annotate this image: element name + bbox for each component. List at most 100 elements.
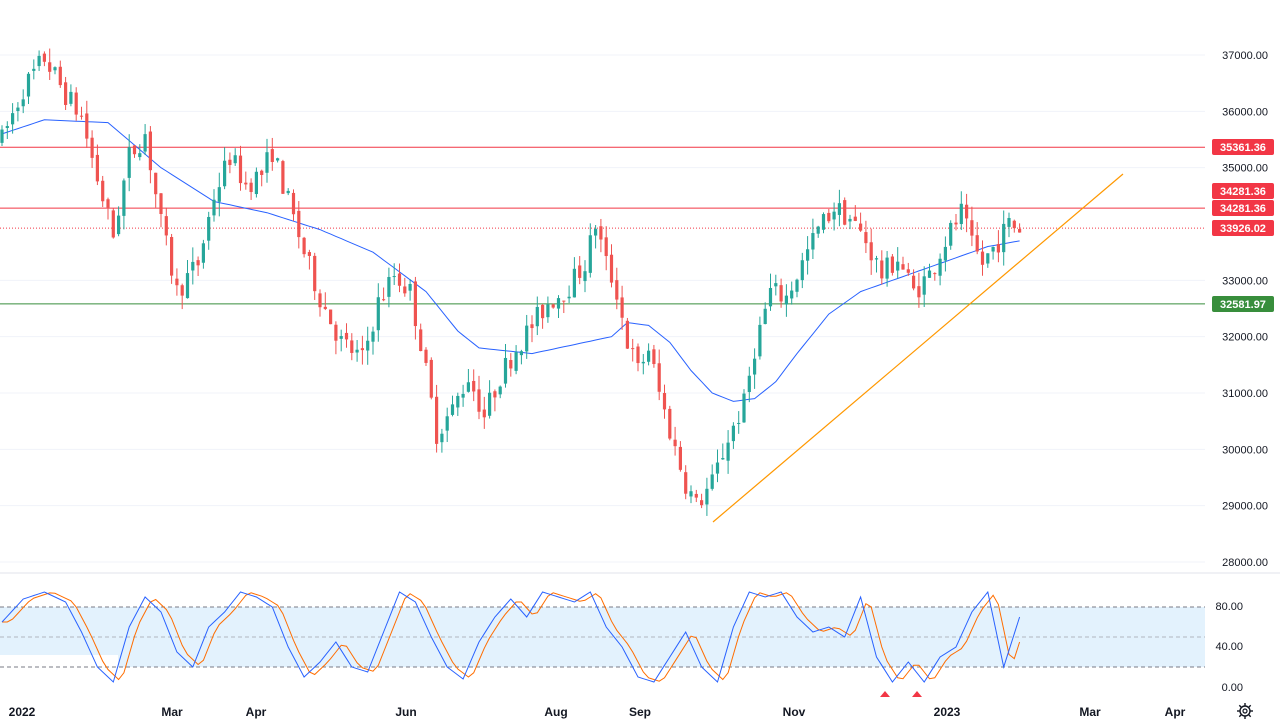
candle-body bbox=[572, 268, 576, 298]
candle-body bbox=[106, 199, 110, 208]
candle-body bbox=[965, 204, 969, 219]
candle-body bbox=[392, 276, 396, 278]
candle-body bbox=[85, 113, 89, 139]
candle-body bbox=[58, 66, 62, 86]
candle-body bbox=[535, 306, 539, 327]
price-axis: 37000.00 36000.00 35000.00 33000.00 32000.00… bbox=[1222, 50, 1268, 569]
stoch-tick-label: 40.00 bbox=[1215, 641, 1243, 653]
candle-body bbox=[291, 192, 296, 215]
candle-body bbox=[599, 226, 603, 240]
candle-body bbox=[482, 409, 486, 418]
candle-body bbox=[927, 270, 932, 278]
candle-body bbox=[874, 258, 879, 260]
candle-body bbox=[922, 276, 926, 295]
candle-body bbox=[196, 260, 200, 266]
candle-body bbox=[0, 129, 4, 143]
candle-body bbox=[567, 296, 571, 299]
candle-body bbox=[270, 149, 274, 163]
candle-body bbox=[477, 389, 481, 412]
candle-body bbox=[806, 249, 810, 261]
candle-body bbox=[768, 287, 773, 307]
candle-body bbox=[620, 297, 624, 318]
candle-body bbox=[938, 258, 942, 276]
time-tick-label: Sep bbox=[629, 705, 651, 719]
candle-body bbox=[954, 222, 958, 225]
candle-body bbox=[79, 115, 84, 117]
candle-body bbox=[419, 329, 423, 352]
candle-body bbox=[456, 395, 460, 408]
candle-body bbox=[1002, 223, 1006, 253]
candle-body bbox=[371, 331, 375, 342]
candle-body bbox=[594, 228, 598, 236]
candle-body bbox=[228, 159, 232, 166]
candle-body bbox=[763, 308, 767, 325]
candle-body bbox=[933, 273, 937, 275]
candle-body bbox=[583, 271, 587, 282]
candle-body bbox=[53, 67, 57, 71]
candle-body bbox=[132, 145, 137, 155]
price-tick-label: 30000.00 bbox=[1222, 444, 1268, 456]
candle-body bbox=[493, 391, 497, 398]
candle-body bbox=[472, 380, 476, 392]
candle-body bbox=[21, 99, 25, 107]
candle-body bbox=[488, 392, 492, 416]
candle-body bbox=[334, 324, 338, 341]
price-tick-label: 35000.00 bbox=[1222, 163, 1268, 175]
candle-body bbox=[816, 226, 820, 234]
candle-body bbox=[260, 170, 264, 175]
candle-body bbox=[5, 126, 9, 128]
candle-body bbox=[747, 375, 751, 393]
candle-body bbox=[154, 172, 158, 195]
trendline[interactable] bbox=[712, 173, 1124, 523]
level-tags: 35361.36 34281.36 34281.36 33926.02 32581.97 bbox=[1212, 139, 1274, 312]
candle-body bbox=[514, 352, 518, 371]
candle-body bbox=[784, 295, 788, 305]
candle-body bbox=[445, 416, 449, 431]
candle-body bbox=[943, 246, 947, 261]
settings-gear-icon[interactable] bbox=[1237, 703, 1253, 719]
candle-body bbox=[339, 336, 343, 339]
candle-body bbox=[32, 68, 36, 71]
candle-body bbox=[254, 171, 258, 195]
candle-body bbox=[710, 474, 714, 489]
candle-body bbox=[896, 261, 900, 271]
candle-body bbox=[774, 283, 778, 287]
candle-body bbox=[11, 113, 15, 125]
candle-body bbox=[344, 332, 349, 340]
candle-body bbox=[684, 472, 688, 494]
candle-body bbox=[901, 264, 905, 270]
candle-body bbox=[991, 246, 995, 252]
candle-body bbox=[726, 442, 730, 461]
candlesticks bbox=[0, 48, 1022, 516]
candle-body bbox=[811, 233, 815, 250]
time-tick-label: Nov bbox=[783, 705, 806, 719]
candle-body bbox=[1012, 220, 1016, 229]
candle-body bbox=[42, 53, 46, 62]
candle-body bbox=[238, 155, 243, 184]
candle-body bbox=[779, 285, 783, 302]
level-tag bbox=[1212, 220, 1274, 236]
candle-body bbox=[800, 260, 804, 281]
candle-body bbox=[302, 237, 306, 255]
candle-body bbox=[350, 340, 354, 353]
horizontal-levels[interactable] bbox=[0, 146, 1205, 305]
candle-body bbox=[551, 304, 555, 308]
candle-body bbox=[122, 180, 126, 216]
candle-body bbox=[366, 340, 370, 351]
price-tick-label: 32000.00 bbox=[1222, 332, 1268, 344]
candle-body bbox=[758, 324, 762, 357]
candle-body bbox=[397, 273, 402, 286]
candle-body bbox=[986, 253, 990, 264]
price-tick-label: 29000.00 bbox=[1222, 501, 1268, 513]
candle-body bbox=[159, 193, 163, 215]
candle-body bbox=[970, 220, 974, 236]
candle-body bbox=[906, 269, 910, 273]
candle-body bbox=[413, 281, 417, 327]
price-tick-label: 37000.00 bbox=[1222, 50, 1268, 62]
level-tag-label: 32581.97 bbox=[1220, 299, 1266, 311]
candle-body bbox=[546, 304, 550, 318]
candle-body bbox=[217, 187, 221, 202]
candle-body bbox=[101, 180, 105, 202]
stoch-marker bbox=[880, 691, 890, 697]
